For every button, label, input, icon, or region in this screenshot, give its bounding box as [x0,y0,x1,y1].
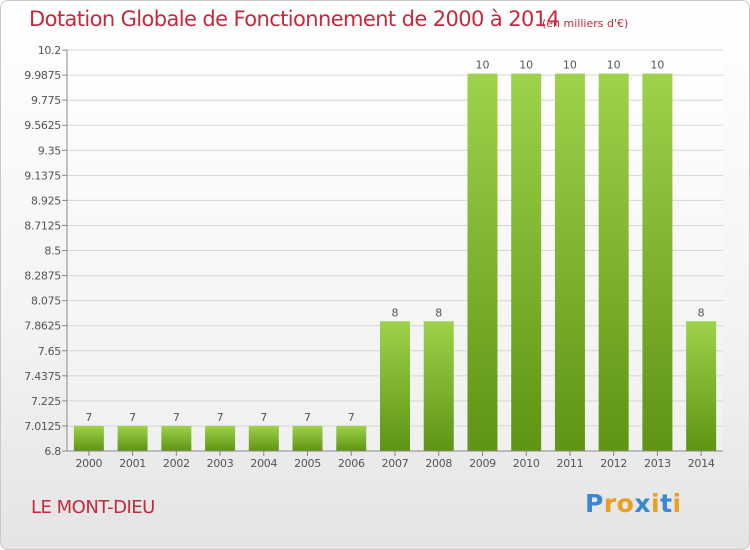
bar-value-label: 7 [217,411,224,424]
bar-value-label: 7 [85,411,92,424]
x-tick-label: 2012 [600,457,627,470]
bar[interactable] [380,321,410,451]
bar[interactable] [511,73,542,452]
y-tick-label: 9.5625 [24,119,61,132]
bar-value-label: 8 [435,306,442,319]
y-tick-label: 7.65 [38,345,62,358]
bar[interactable] [467,73,498,452]
y-tick-label: 7.4375 [24,370,61,383]
bar[interactable] [642,73,673,452]
x-tick-label: 2007 [382,457,409,470]
y-tick-label: 7.0125 [24,420,61,433]
bar-value-label: 10 [650,59,664,72]
x-tick-label: 2008 [425,457,452,470]
chart-unit: (en milliers d'€) [542,17,629,30]
logo-letter: o [616,489,635,518]
bar-value-label: 7 [304,411,311,424]
y-tick-label: 8.075 [31,295,61,308]
bar-value-label: 8 [698,306,705,319]
bar[interactable] [554,73,585,452]
logo-letter: t [660,489,673,518]
x-tick-label: 2011 [557,457,584,470]
bar[interactable] [686,321,717,451]
chart-title: Dotation Globale de Fonctionnement de 20… [29,7,560,31]
x-tick-label: 2010 [513,457,540,470]
bar[interactable] [205,425,236,451]
x-tick-label: 2013 [644,457,671,470]
bar[interactable] [598,73,629,452]
x-tick-label: 2014 [688,457,715,470]
bars: 7 7 7 7 7 7 7 8 8 10 10 10 10 10 8 [73,59,717,452]
bar-value-label: 10 [519,59,533,72]
y-tick-label: 9.35 [38,144,62,157]
bar-value-label: 7 [348,411,355,424]
x-tick-label: 2000 [75,457,102,470]
y-axis-ticks: 10.2 9.9875 9.775 9.5625 9.35 9.1375 8.925 8.71… [24,44,67,458]
y-tick-label: 9.775 [31,94,61,107]
logo-letter: i [651,489,661,518]
x-tick-label: 2004 [250,457,277,470]
y-tick-label: 8.2875 [24,270,61,283]
bar-value-label: 7 [260,411,267,424]
logo-letter: x [634,489,651,518]
commune-name: LE MONT-DIEU [31,497,155,518]
x-axis-ticks: 2000 2001 2002 2003 2004 2005 2006 2007 2008 2009… [75,451,715,470]
y-tick-label: 8.925 [31,194,61,207]
y-tick-label: 7.8625 [24,320,61,333]
x-tick-label: 2003 [207,457,234,470]
y-tick-label: 10.2 [38,44,61,57]
y-tick-label: 9.1375 [24,169,61,182]
bar[interactable] [73,425,104,451]
bar-value-label: 10 [563,59,577,72]
logo-letter: P [585,489,604,518]
logo-letter: i [672,489,682,518]
bar-value-label: 10 [475,59,489,72]
proxiti-logo[interactable]: Proxiti [585,489,682,518]
x-tick-label: 2006 [338,457,365,470]
y-tick-label: 8.5 [44,245,61,258]
bar[interactable] [292,425,323,451]
bar[interactable] [161,425,192,451]
bar[interactable] [248,425,279,451]
bar[interactable] [336,425,367,451]
bar-value-label: 10 [607,59,621,72]
y-tick-label: 8.7125 [24,219,61,232]
bar-value-label: 7 [129,411,136,424]
logo-letter: r [603,489,617,518]
bar-value-label: 8 [392,306,399,319]
bar[interactable] [117,425,148,451]
y-tick-label: 9.9875 [24,69,61,82]
bar[interactable] [423,321,454,451]
bar-value-label: 7 [173,411,180,424]
x-tick-label: 2001 [119,457,146,470]
x-tick-label: 2002 [163,457,190,470]
y-tick-label: 6.8 [44,445,61,458]
y-tick-label: 7.225 [31,395,61,408]
x-tick-label: 2005 [294,457,321,470]
x-tick-label: 2009 [469,457,496,470]
